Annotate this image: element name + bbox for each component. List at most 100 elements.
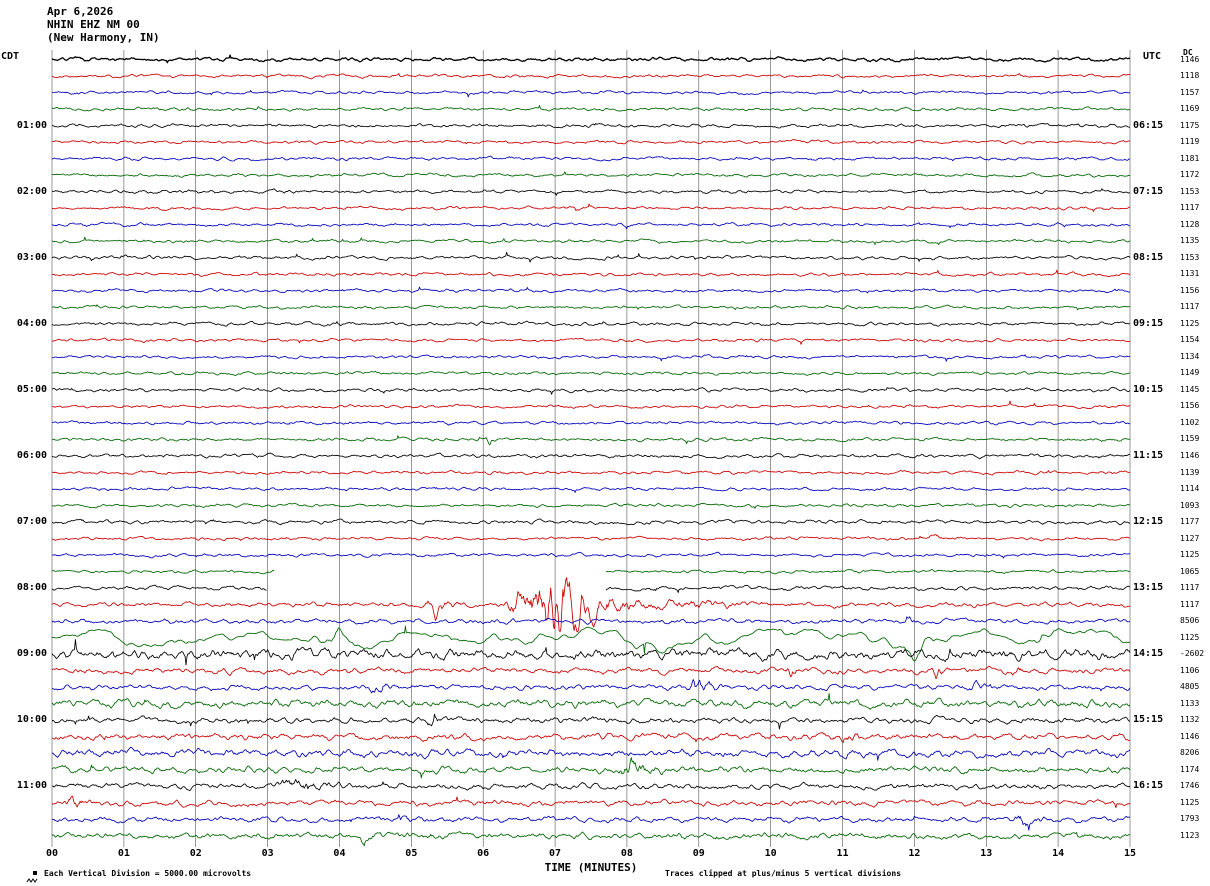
dc-offset-value: 1118 xyxy=(1180,71,1200,81)
dc-offset-value: 1117 xyxy=(1180,599,1200,609)
utc-time-label: 08:15 xyxy=(1133,251,1164,263)
dc-offset-value: 1125 xyxy=(1180,632,1200,642)
seismo-trace xyxy=(51,386,1131,395)
cdt-time-label: 05:00 xyxy=(16,383,47,395)
dc-offset-value: 8506 xyxy=(1180,616,1200,626)
dc-offset-value: 8206 xyxy=(1180,748,1200,758)
seismo-trace xyxy=(51,122,1131,129)
plot-header: Apr 6,2026 NHIN EHZ NM 00 (New Harmony, … xyxy=(47,5,160,44)
cdt-time-label: 07:00 xyxy=(16,516,47,528)
seismo-trace xyxy=(51,73,1131,80)
utc-time-label: 10:15 xyxy=(1133,383,1164,395)
utc-time-label: 09:15 xyxy=(1133,317,1164,329)
seismo-trace xyxy=(52,203,1131,213)
utc-time-label: 15:15 xyxy=(1133,714,1164,726)
minute-tick-label: 04 xyxy=(333,848,346,859)
plot-grid xyxy=(51,50,1131,847)
seismo-trace xyxy=(51,577,1131,633)
cdt-time-label: 03:00 xyxy=(16,251,47,263)
dc-offset-value: 1139 xyxy=(1180,467,1200,477)
dc-offset-value: 1169 xyxy=(1180,104,1200,114)
seismo-trace xyxy=(51,54,1131,64)
dc-offset-value: 1065 xyxy=(1180,566,1200,576)
dc-offset-value: 1117 xyxy=(1180,583,1200,593)
dc-column-header: DC xyxy=(1183,48,1193,57)
utc-time-label: 16:15 xyxy=(1133,780,1164,792)
x-axis-title: TIME (MINUTES) xyxy=(544,861,638,874)
dc-offset-value: 1093 xyxy=(1180,500,1200,510)
dc-offset-value: 1156 xyxy=(1180,285,1200,295)
seismo-trace xyxy=(51,304,1131,311)
dc-offset-value: 1125 xyxy=(1180,318,1200,328)
seismo-trace xyxy=(51,105,1131,112)
seismo-trace xyxy=(51,269,1131,278)
seismo-trace xyxy=(51,286,1130,294)
dc-offset-value: 1114 xyxy=(1180,484,1200,494)
seismo-trace xyxy=(51,502,1131,509)
dc-offset-value: 1106 xyxy=(1180,665,1200,675)
minute-tick-label: 07 xyxy=(549,848,562,859)
dc-offset-value: 1125 xyxy=(1180,550,1200,560)
dc-offset-value: 1153 xyxy=(1180,186,1200,196)
header-station: NHIN EHZ NM 00 xyxy=(47,18,140,31)
dc-offset-value: 1181 xyxy=(1180,153,1200,163)
seismo-trace xyxy=(51,452,1130,460)
utc-time-label: 14:15 xyxy=(1133,648,1164,660)
seismo-trace xyxy=(51,625,1131,662)
seismo-trace xyxy=(51,171,1131,178)
header-location: (New Harmony, IN) xyxy=(47,31,160,44)
dc-offset-value: 1793 xyxy=(1180,814,1200,824)
seismo-trace xyxy=(51,831,1131,847)
utc-time-label: 06:15 xyxy=(1133,119,1164,131)
seismo-trace xyxy=(51,469,1131,476)
seismo-trace xyxy=(51,665,1131,680)
dc-offset-value: 1746 xyxy=(1180,781,1200,791)
minute-tick-label: 12 xyxy=(908,848,921,859)
dc-offset-value: 1146 xyxy=(1180,731,1200,741)
dc-offset-value: 1125 xyxy=(1180,797,1200,807)
seismo-trace xyxy=(51,569,1131,575)
minute-tick-label: 10 xyxy=(764,848,777,859)
seismo-trace xyxy=(51,713,1131,730)
seismo-trace xyxy=(51,435,1131,446)
seismo-trace xyxy=(51,778,1131,792)
utc-time-label: 12:15 xyxy=(1133,516,1164,528)
corner-squiggle-icon xyxy=(26,878,38,883)
seismo-trace xyxy=(51,155,1130,162)
dc-offset-value: 1177 xyxy=(1180,517,1200,527)
minute-tick-label: 03 xyxy=(261,848,274,859)
seismo-trace xyxy=(51,679,1131,694)
seismo-trace xyxy=(52,188,1131,196)
seismo-trace xyxy=(51,814,1131,831)
cdt-time-label: 01:00 xyxy=(16,119,47,131)
dc-offset-value: 1132 xyxy=(1180,715,1200,725)
minute-tick-label: 09 xyxy=(692,848,705,859)
seismo-trace xyxy=(51,757,1131,779)
minute-tick-label: 13 xyxy=(980,848,993,859)
dc-offset-value: 1174 xyxy=(1180,764,1200,774)
dc-offset-value: 1127 xyxy=(1180,533,1200,543)
left-timezone-label: CDT xyxy=(1,51,20,62)
dc-offset-value: 1123 xyxy=(1180,830,1200,840)
seismo-trace xyxy=(51,518,1131,526)
seismo-trace xyxy=(51,420,1131,426)
footer-scale-note: Each Vertical Division = 5000.00 microvo… xyxy=(44,869,252,878)
dc-offset-value: 1117 xyxy=(1180,203,1200,213)
cdt-time-label: 02:00 xyxy=(16,185,47,197)
seismo-trace xyxy=(51,616,1131,625)
dc-offset-value: 1128 xyxy=(1180,219,1200,229)
dc-offset-value: 1146 xyxy=(1180,54,1200,64)
seismo-trace xyxy=(51,551,1130,559)
footer-clip-note: Traces clipped at plus/minus 5 vertical … xyxy=(665,869,902,878)
seismo-trace xyxy=(51,236,1131,246)
dc-offset-value: 1131 xyxy=(1180,269,1200,279)
dc-offset-value: 1133 xyxy=(1180,698,1200,708)
dc-offset-value: 1153 xyxy=(1180,252,1200,262)
cdt-time-label: 11:00 xyxy=(16,780,47,792)
seismo-trace xyxy=(51,139,1131,145)
minute-tick-label: 06 xyxy=(477,848,490,859)
cdt-time-label: 06:00 xyxy=(16,449,47,461)
seismo-trace xyxy=(51,795,1131,809)
seismo-trace xyxy=(51,337,1131,345)
